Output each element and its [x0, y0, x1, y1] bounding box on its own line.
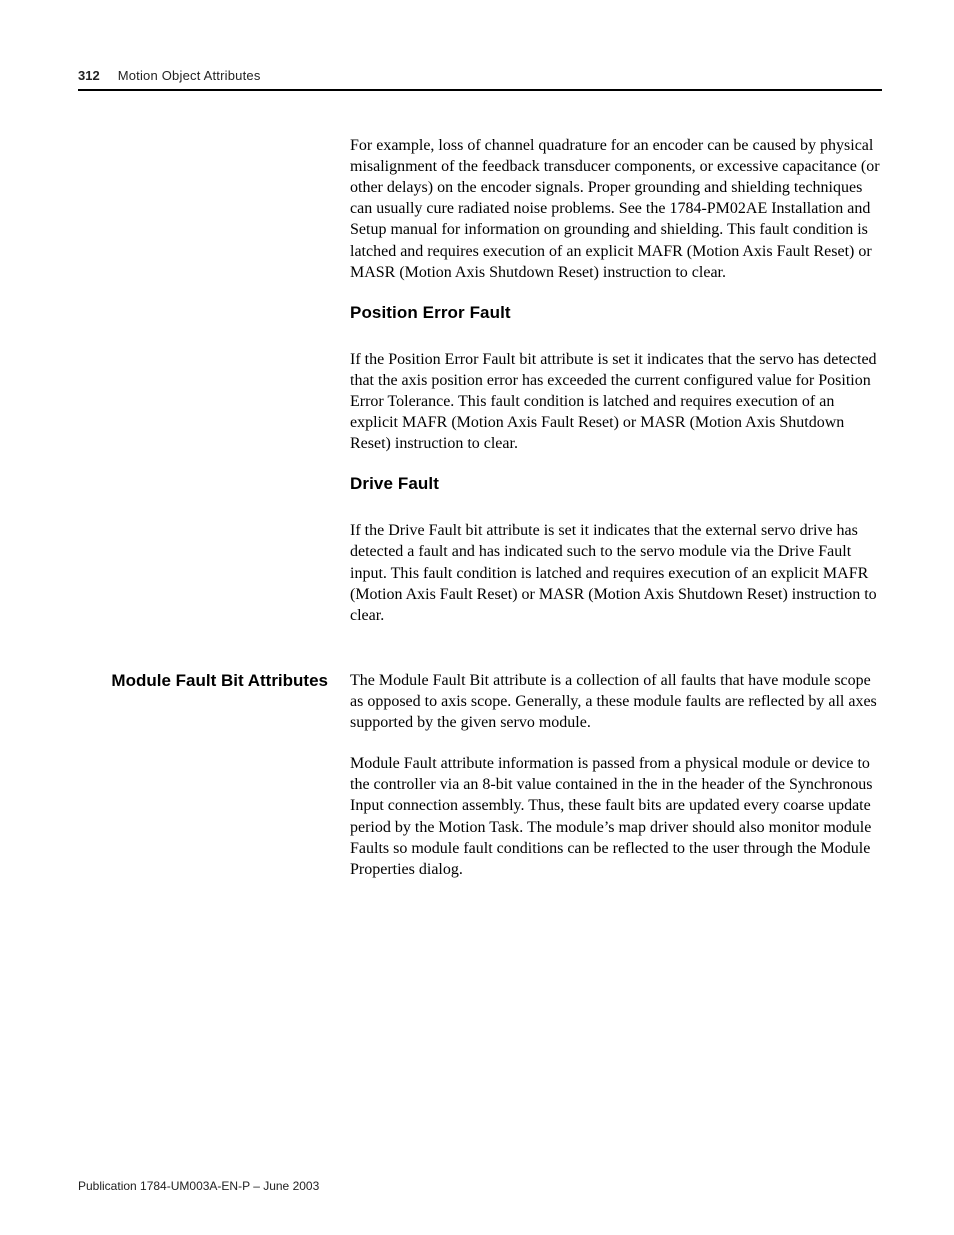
intro-paragraph: For example, loss of channel quadrature …	[350, 135, 882, 283]
subhead-drive-fault: Drive Fault	[350, 474, 882, 494]
body-col-module-fault: The Module Fault Bit attribute is a coll…	[350, 670, 882, 880]
margin-heading-module-fault: Module Fault Bit Attributes	[78, 670, 332, 691]
running-title: Motion Object Attributes	[118, 68, 261, 83]
module-fault-row: Module Fault Bit Attributes The Module F…	[78, 670, 882, 880]
content: For example, loss of channel quadrature …	[78, 135, 882, 880]
footer-publication: Publication 1784-UM003A-EN-P – June 2003	[78, 1179, 319, 1193]
body-col: For example, loss of channel quadrature …	[350, 135, 882, 626]
para-drive-fault: If the Drive Fault bit attribute is set …	[350, 520, 882, 626]
para-module-fault-2: Module Fault attribute information is pa…	[350, 753, 882, 880]
page: 312 Motion Object Attributes For example…	[0, 0, 954, 1235]
subhead-position-error-fault: Position Error Fault	[350, 303, 882, 323]
intro-row: For example, loss of channel quadrature …	[78, 135, 882, 626]
running-head: 312 Motion Object Attributes	[78, 68, 882, 83]
para-position-error-fault: If the Position Error Fault bit attribut…	[350, 349, 882, 455]
section-gap	[78, 626, 882, 670]
page-number: 312	[78, 68, 100, 83]
header-rule	[78, 89, 882, 91]
para-module-fault-1: The Module Fault Bit attribute is a coll…	[350, 670, 882, 733]
